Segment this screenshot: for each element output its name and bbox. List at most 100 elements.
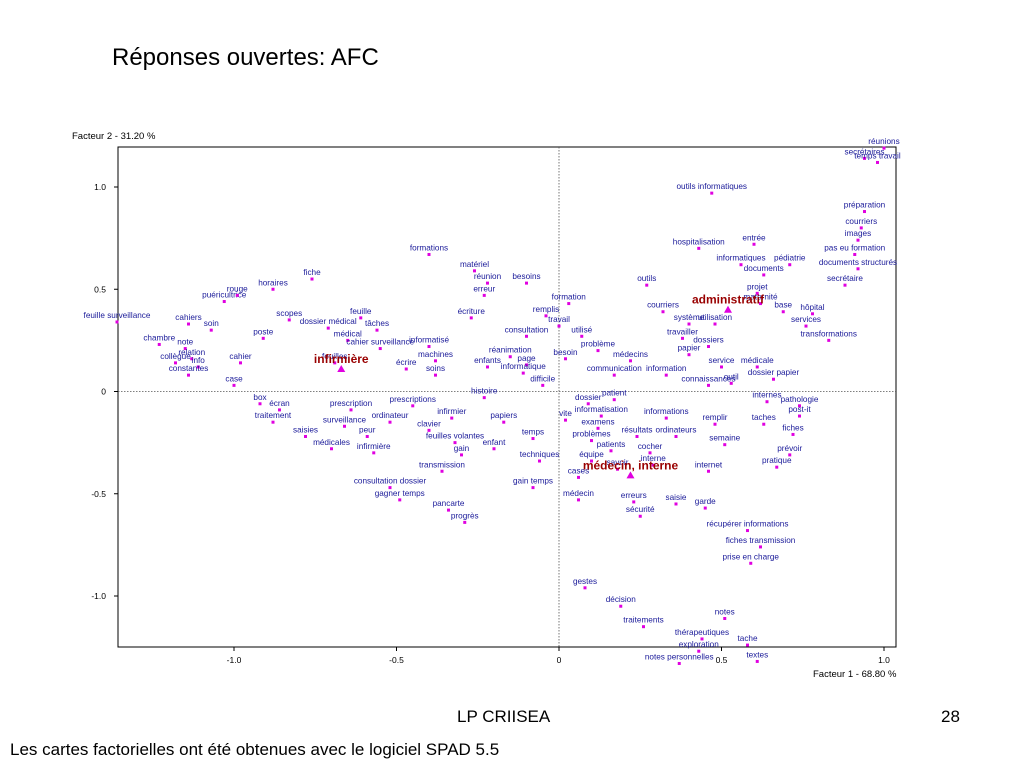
word-label: prescription <box>330 399 373 408</box>
word-marker <box>645 283 649 287</box>
word-marker <box>710 191 714 195</box>
word-label: note <box>177 338 193 347</box>
word-label: outil <box>724 372 739 381</box>
word-marker <box>713 422 717 426</box>
word-label: exploration <box>679 640 720 649</box>
word-label: pratique <box>762 456 792 465</box>
word-label: maternité <box>743 293 778 302</box>
word-label: utilisation <box>698 313 733 322</box>
word-marker <box>271 420 275 424</box>
word-label: réunions <box>868 137 899 146</box>
word-label: services <box>791 315 821 324</box>
x-tick-label: -0.5 <box>389 655 404 665</box>
word-label: images <box>845 229 871 238</box>
page-number: 28 <box>941 707 960 726</box>
word-label: cahier <box>229 352 252 361</box>
word-label: info <box>192 356 206 365</box>
word-marker <box>525 281 528 285</box>
word-marker <box>804 324 808 328</box>
word-marker <box>843 283 847 287</box>
word-label: examens <box>581 417 614 426</box>
word-label: équipe <box>579 450 604 459</box>
word-marker <box>648 451 652 455</box>
word-label: entrée <box>742 233 766 242</box>
word-marker <box>632 500 636 504</box>
word-label: post-it <box>788 405 811 414</box>
word-marker <box>856 238 860 242</box>
x-axis-label: Facteur 1 - 68.80 % <box>813 669 897 680</box>
word-marker <box>287 318 291 322</box>
word-label: temps <box>522 428 544 437</box>
word-label: garde <box>695 497 716 506</box>
word-marker <box>222 300 226 304</box>
footnote: Les cartes factorielles ont été obtenues… <box>10 740 500 759</box>
word-label: thérapeutiques <box>675 628 729 637</box>
word-label: remplir <box>702 413 727 422</box>
word-marker <box>703 506 707 510</box>
word-label: feuille surveillance <box>84 311 151 320</box>
word-marker <box>365 434 369 438</box>
word-marker <box>635 434 639 438</box>
word-marker <box>651 463 655 467</box>
word-marker <box>746 529 749 533</box>
footer-text: LP CRIISEA <box>457 707 551 726</box>
word-marker <box>674 434 678 438</box>
word-marker <box>453 441 457 445</box>
word-marker <box>788 263 792 267</box>
word-label: dossiers <box>693 336 724 345</box>
word-marker <box>359 316 363 320</box>
word-label: documents structurés <box>819 258 897 267</box>
word-label: secrétaires <box>844 147 884 156</box>
word-label: fiches transmission <box>726 536 796 545</box>
word-label: travail <box>548 315 570 324</box>
word-marker <box>612 398 616 402</box>
group-marker <box>724 305 732 313</box>
word-label: poste <box>253 327 273 336</box>
word-label: pédiatrie <box>774 254 806 263</box>
word-label: notes personnelles <box>645 652 714 661</box>
word-label: récupérer informations <box>707 520 789 529</box>
word-marker <box>772 377 775 381</box>
word-label: traitements <box>623 616 664 625</box>
word-label: écriture <box>458 307 486 316</box>
word-marker <box>447 508 450 512</box>
word-marker <box>586 402 590 406</box>
y-tick-label: 0 <box>101 387 106 397</box>
word-label: surveillance <box>323 415 367 424</box>
afc-factor-map: -1.0 -0.5 0 0.5 1.0 1.0 0.5 0 -0.5 -1.0 Facteur 2… <box>72 131 901 680</box>
word-marker <box>827 338 831 342</box>
word-marker <box>739 263 743 267</box>
word-marker <box>677 661 681 665</box>
word-marker <box>707 345 710 349</box>
word-label: prescriptions <box>390 395 436 404</box>
word-marker <box>791 432 795 436</box>
word-marker <box>577 498 580 502</box>
word-marker <box>629 359 632 363</box>
word-marker <box>544 314 548 318</box>
word-label: problème <box>581 340 616 349</box>
word-label: transmission <box>419 460 465 469</box>
word-marker <box>713 322 717 326</box>
word-marker <box>531 486 535 490</box>
word-label: traitement <box>255 411 292 420</box>
y-tick-label: -0.5 <box>91 489 106 499</box>
word-marker <box>525 363 528 367</box>
word-label: outils informatiques <box>676 182 747 191</box>
word-marker <box>115 320 119 324</box>
word-label: chambre <box>143 333 175 342</box>
word-label: textes <box>746 650 768 659</box>
word-marker <box>765 400 769 404</box>
word-marker <box>349 408 353 412</box>
word-marker <box>755 291 759 295</box>
word-label: feuilles <box>322 352 348 361</box>
word-marker <box>398 498 402 502</box>
word-marker <box>856 267 860 271</box>
word-label: consultation dossier <box>354 477 427 486</box>
word-label: fiches <box>782 423 803 432</box>
word-label: pathologie <box>781 395 819 404</box>
word-marker <box>788 453 792 457</box>
word-marker <box>720 365 723 369</box>
word-marker <box>427 428 431 432</box>
word-marker <box>434 359 437 363</box>
word-marker <box>411 404 415 408</box>
